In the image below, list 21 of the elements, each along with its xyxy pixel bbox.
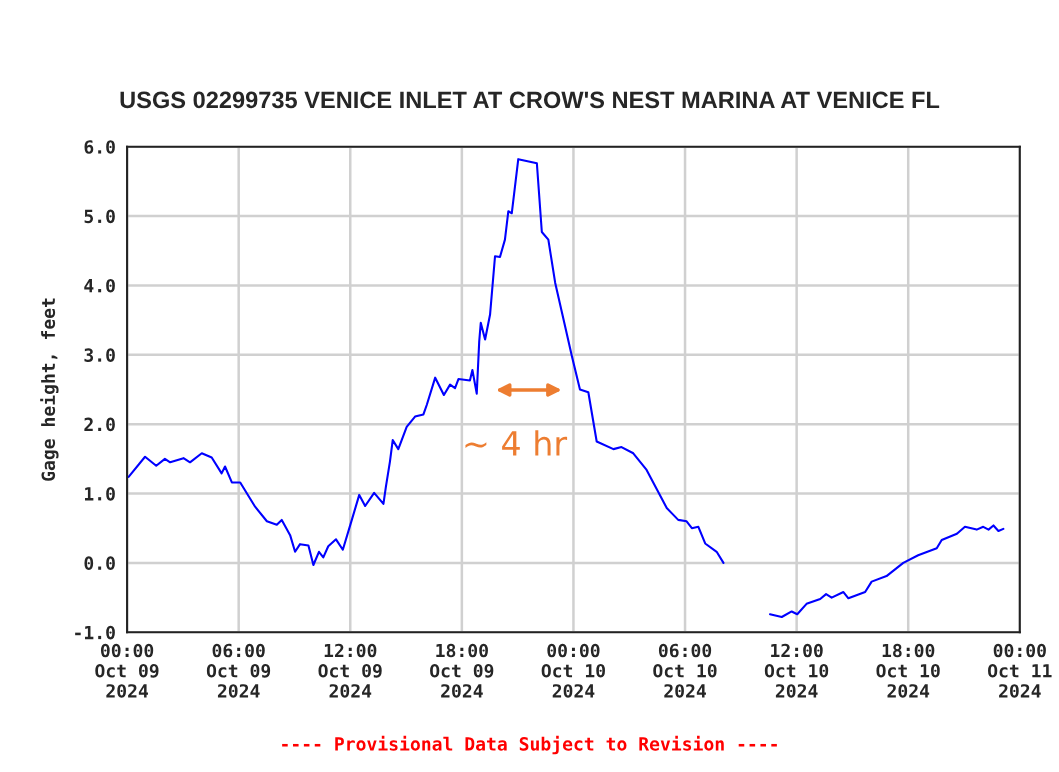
x-tick-label: 18:00 Oct 10 2024 (876, 643, 940, 698)
x-tick-label: 12:00 Oct 09 2024 (318, 643, 382, 698)
y-tick-label: 6.0 (84, 140, 115, 154)
x-tick-label: 00:00 Oct 10 2024 (541, 643, 605, 698)
x-tick-label: 00:00 Oct 09 2024 (95, 643, 159, 698)
x-tick-label: 12:00 Oct 10 2024 (764, 643, 829, 698)
y-tick-label: 0.0 (84, 556, 115, 571)
annotation: ~ 4 hr (465, 430, 568, 456)
y-tick-label: 1.0 (85, 486, 115, 501)
y-tick-label: 3.0 (84, 348, 115, 362)
y-tick-label: 4.0 (84, 278, 115, 293)
x-tick-label: 18:00 Oct 09 2024 (430, 643, 494, 698)
x-tick-label: 06:00 Oct 09 2024 (206, 643, 271, 698)
y-tick-label: -1.0 (75, 625, 115, 640)
x-tick-label: 06:00 Oct 10 2024 (653, 643, 717, 698)
y-tick-label: 5.0 (84, 209, 115, 224)
chart-title: USGS 02299735 VENICE INLET AT CROW'S NEST MARINA AT VENICE FL (120, 91, 940, 109)
y-axis-title: Gage height, feet (40, 298, 59, 481)
y-tick-label: 2.0 (84, 417, 115, 432)
text: ---- Provisional Data Subject to Revision ---- (282, 735, 777, 755)
x-tick-label: 00:00 Oct 11 2024 (988, 643, 1052, 698)
